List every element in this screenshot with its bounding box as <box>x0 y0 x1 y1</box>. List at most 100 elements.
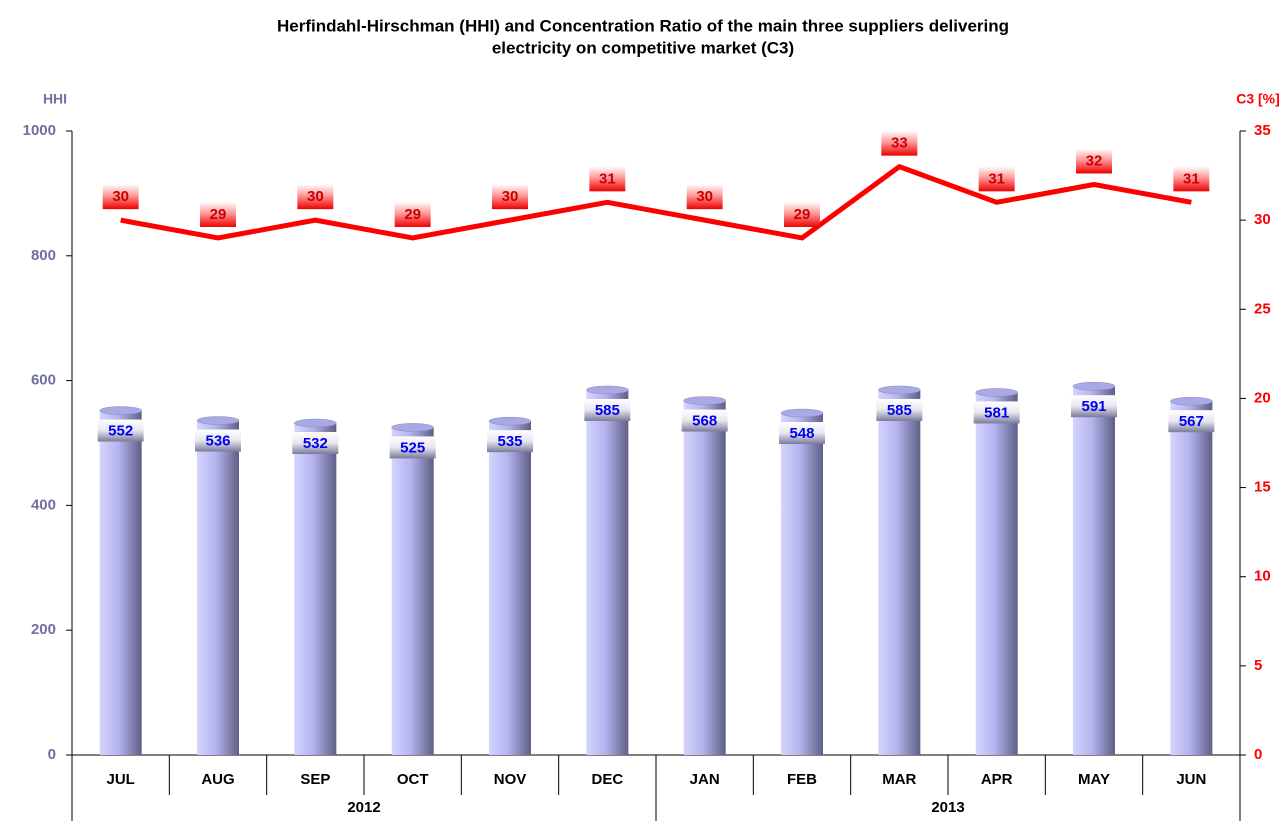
bar <box>586 385 629 755</box>
data-label: 32 <box>1086 152 1103 169</box>
data-label: 568 <box>692 413 717 430</box>
chart-subtitle: electricity on competitive market (C3) <box>492 38 794 57</box>
bar-top <box>196 416 240 425</box>
data-label: 29 <box>404 206 421 223</box>
x-tick-label: DEC <box>591 771 623 788</box>
y2-axis-title: C3 [%] <box>1236 91 1280 107</box>
bar-top <box>1170 396 1213 406</box>
y-tick-label: 400 <box>31 496 56 513</box>
y2-tick-label: 5 <box>1254 657 1262 674</box>
bar-body <box>99 410 142 755</box>
bar-body <box>586 389 629 755</box>
bar-top <box>780 408 824 418</box>
bar-top <box>99 406 142 415</box>
bar-body <box>197 420 239 755</box>
y2-tick-label: 15 <box>1254 479 1271 496</box>
data-label: 567 <box>1179 413 1204 430</box>
y2-tick-label: 0 <box>1254 746 1262 763</box>
bar <box>975 388 1018 755</box>
data-label: 30 <box>696 188 713 205</box>
data-label-box <box>1173 166 1210 192</box>
y2-tick-label: 30 <box>1254 211 1271 228</box>
x-tick-label: FEB <box>787 771 817 788</box>
data-label: 31 <box>1183 170 1200 187</box>
data-label: 535 <box>497 433 522 450</box>
bar-body <box>975 392 1018 755</box>
bar <box>196 416 240 755</box>
x-tick-label: JUL <box>106 771 134 788</box>
bar-body <box>781 413 823 755</box>
data-label-box <box>784 201 820 227</box>
data-label: 31 <box>599 170 616 187</box>
bar-body <box>1170 401 1213 755</box>
bar-top <box>1072 381 1116 391</box>
data-label-box <box>297 184 334 210</box>
x-tick-label: MAY <box>1078 771 1110 788</box>
x-tick-label: OCT <box>397 771 429 788</box>
bar-body <box>391 427 434 755</box>
data-label: 585 <box>887 402 912 419</box>
data-label: 30 <box>502 188 519 205</box>
bar-body <box>683 400 726 755</box>
x-group-label: 2012 <box>347 799 380 816</box>
bar-top <box>878 385 921 395</box>
data-label: 30 <box>112 188 129 205</box>
data-label-box <box>681 409 728 432</box>
y-tick-label: 200 <box>31 621 56 638</box>
data-label-box <box>1076 148 1112 174</box>
data-label-box <box>394 201 431 227</box>
bar <box>294 418 337 755</box>
line <box>120 164 1192 241</box>
y2-tick-label: 10 <box>1254 568 1271 585</box>
data-label: 525 <box>400 439 425 456</box>
y-tick-label: 1000 <box>23 122 56 139</box>
data-label-box <box>1168 410 1215 433</box>
data-label: 536 <box>205 433 230 450</box>
bar <box>683 396 726 755</box>
y-tick-label: 0 <box>48 746 56 763</box>
data-label-box <box>876 398 923 421</box>
y-tick-label: 600 <box>31 372 56 389</box>
data-label-box <box>686 184 723 210</box>
data-label-box <box>200 201 236 227</box>
bar <box>780 408 824 755</box>
data-label-box <box>97 419 144 442</box>
data-label: 33 <box>891 135 908 152</box>
bar-body <box>878 389 921 755</box>
bar <box>1072 381 1116 755</box>
x-tick-label: MAR <box>882 771 916 788</box>
x-tick-label: NOV <box>494 771 527 788</box>
bar-body <box>294 423 337 755</box>
data-label-box <box>292 432 339 455</box>
chart-title: Herfindahl-Hirschman (HHI) and Concentra… <box>277 16 1009 35</box>
bar <box>99 406 142 755</box>
data-label-box <box>492 184 528 210</box>
y-axis-title: HHI <box>43 91 67 107</box>
bar <box>878 385 921 755</box>
bar-body <box>489 421 531 755</box>
data-label-box <box>973 401 1020 424</box>
data-label: 585 <box>595 402 620 419</box>
bar-top <box>391 423 434 432</box>
y2-tick-label: 20 <box>1254 389 1271 406</box>
data-label-box <box>102 184 139 210</box>
y2-tick-label: 35 <box>1254 122 1271 139</box>
data-label-box <box>584 398 631 421</box>
data-label: 31 <box>988 170 1005 187</box>
data-label: 581 <box>984 404 1009 421</box>
x-tick-label: SEP <box>300 771 330 788</box>
x-group-label: 2013 <box>931 799 964 816</box>
data-label: 548 <box>789 425 814 442</box>
data-label-box <box>779 422 825 445</box>
x-tick-label: AUG <box>201 771 234 788</box>
data-label-box <box>589 166 626 192</box>
bar <box>1170 396 1213 755</box>
bar-top <box>488 416 532 426</box>
data-label: 30 <box>307 188 324 205</box>
bar-top <box>294 418 337 428</box>
y-tick-label: 800 <box>31 247 56 264</box>
data-label-box <box>487 430 533 453</box>
data-label-box <box>881 130 918 156</box>
data-label: 591 <box>1081 398 1106 415</box>
